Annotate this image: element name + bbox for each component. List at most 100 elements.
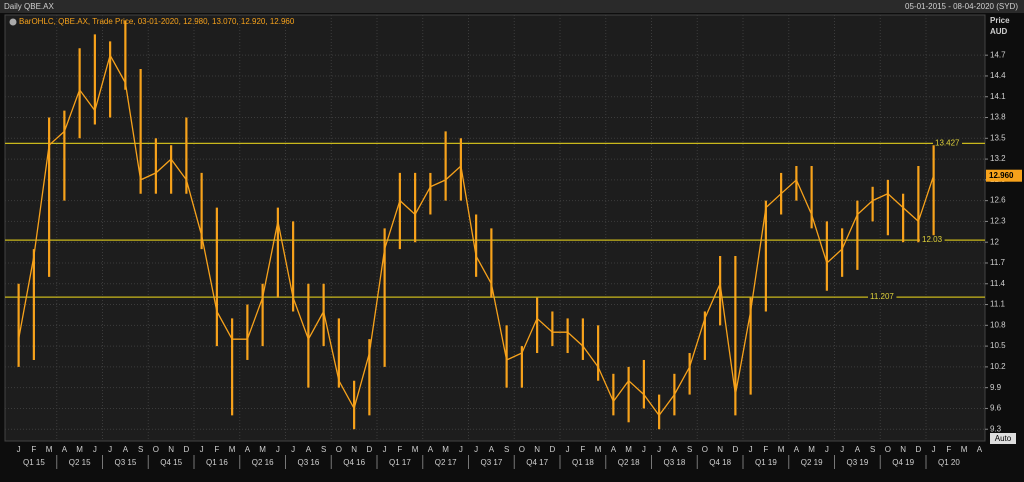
x-tick-label: M xyxy=(625,445,632,454)
price-line xyxy=(17,53,935,417)
x-tick-label: J xyxy=(932,445,936,454)
x-tick-label: J xyxy=(459,445,463,454)
x-tick-label: D xyxy=(366,445,372,454)
quarter-label: Q4 15 xyxy=(160,458,182,467)
header-bar xyxy=(0,0,1024,13)
y-tick-label: 12.6 xyxy=(990,196,1006,205)
x-tick-label: M xyxy=(961,445,968,454)
legend-icon xyxy=(9,18,17,26)
x-tick-label: J xyxy=(93,445,97,454)
quarter-label: Q1 18 xyxy=(572,458,594,467)
x-tick-label: N xyxy=(900,445,906,454)
x-tick-label: J xyxy=(642,445,646,454)
x-tick-label: S xyxy=(138,445,143,454)
x-tick-label: S xyxy=(504,445,509,454)
x-tick-label: M xyxy=(76,445,83,454)
x-tick-label: A xyxy=(855,445,861,454)
x-tick-label: F xyxy=(946,445,951,454)
x-tick-label: O xyxy=(519,445,525,454)
auto-button-label[interactable]: Auto xyxy=(995,434,1012,443)
y-tick-label: 10.5 xyxy=(990,341,1006,350)
x-tick-label: N xyxy=(534,445,540,454)
x-tick-label: A xyxy=(245,445,251,454)
chart-title: Daily QBE.AX xyxy=(4,2,54,11)
x-tick-label: N xyxy=(351,445,357,454)
y-tick-label: 14.4 xyxy=(990,71,1006,80)
y-tick-label: 14.7 xyxy=(990,50,1006,59)
y-tick-label: 9.9 xyxy=(990,383,1002,392)
quarter-label: Q4 19 xyxy=(892,458,914,467)
x-tick-label: M xyxy=(778,445,785,454)
x-tick-label: A xyxy=(977,445,983,454)
x-tick-label: J xyxy=(276,445,280,454)
x-tick-label: N xyxy=(168,445,174,454)
last-price-label: 12.960 xyxy=(989,171,1014,180)
plot-layer: 13.427 12.03 11.207 xyxy=(5,15,985,441)
legend-label: BarOHLC, QBE.AX, Trade Price, 03-01-2020… xyxy=(19,17,295,26)
auto-button[interactable]: Auto xyxy=(990,433,1016,444)
y-tick-label: 12.3 xyxy=(990,217,1006,226)
x-tick-label: J xyxy=(840,445,844,454)
quarter-label: Q4 18 xyxy=(709,458,731,467)
quarter-label: Q2 15 xyxy=(69,458,91,467)
x-tick-label: J xyxy=(825,445,829,454)
y-tick-label: 13.5 xyxy=(990,133,1006,142)
quarter-label: Q1 16 xyxy=(206,458,228,467)
y-axis-title: Price xyxy=(990,16,1010,25)
x-tick-label: S xyxy=(687,445,692,454)
x-tick-label: J xyxy=(200,445,204,454)
x-tick-label: F xyxy=(763,445,768,454)
y-tick-label: 12 xyxy=(990,237,999,246)
x-tick-label: M xyxy=(259,445,266,454)
x-tick-label: O xyxy=(336,445,342,454)
y-tick-label: 13.8 xyxy=(990,113,1006,122)
x-tick-label: F xyxy=(580,445,585,454)
x-tick-label: A xyxy=(489,445,495,454)
x-tick-label: D xyxy=(915,445,921,454)
x-tick-label: S xyxy=(321,445,326,454)
quarter-label: Q2 18 xyxy=(618,458,640,467)
x-tick-label: J xyxy=(108,445,112,454)
date-range: 05-01-2015 - 08-04-2020 (SYD) xyxy=(905,2,1018,11)
quarter-label: Q1 20 xyxy=(938,458,960,467)
reference-label-bg xyxy=(920,235,945,245)
x-tick-label: S xyxy=(870,445,875,454)
auto-button-bg[interactable] xyxy=(990,433,1016,444)
x-tick-label: M xyxy=(412,445,419,454)
reference-label-bg xyxy=(868,292,897,302)
x-tick-label: J xyxy=(291,445,295,454)
last-price-tag xyxy=(986,169,1022,182)
x-tick-label: O xyxy=(885,445,891,454)
x-tick-label: J xyxy=(383,445,387,454)
y-tick-label: 14.1 xyxy=(990,92,1006,101)
y-tick-label: 11.1 xyxy=(990,300,1006,309)
x-tick-label: J xyxy=(17,445,21,454)
x-tick-label: A xyxy=(306,445,312,454)
x-tick-label: A xyxy=(123,445,129,454)
quarter-label: Q3 16 xyxy=(297,458,319,467)
quarter-label: Q3 18 xyxy=(663,458,685,467)
x-tick-label: J xyxy=(657,445,661,454)
x-tick-label: A xyxy=(62,445,68,454)
reference-label: 11.207 xyxy=(870,292,894,301)
quarter-label: Q2 17 xyxy=(435,458,457,467)
x-tick-label: F xyxy=(214,445,219,454)
quarter-label: Q3 17 xyxy=(480,458,502,467)
x-tick-label: M xyxy=(229,445,236,454)
x-tick-label: A xyxy=(611,445,617,454)
y-tick-label: 11.4 xyxy=(990,279,1006,288)
quarter-label: Q3 19 xyxy=(846,458,868,467)
x-tick-label: M xyxy=(46,445,53,454)
x-tick-label: A xyxy=(794,445,800,454)
quarter-label: Q4 17 xyxy=(526,458,548,467)
y-tick-label: 10.8 xyxy=(990,320,1006,329)
x-tick-label: D xyxy=(549,445,555,454)
x-tick-label: M xyxy=(442,445,449,454)
quarter-label: Q1 19 xyxy=(755,458,777,467)
quarter-label: Q2 16 xyxy=(252,458,274,467)
x-tick-label: N xyxy=(717,445,723,454)
quarter-label: Q1 15 xyxy=(23,458,45,467)
x-tick-label: J xyxy=(474,445,478,454)
y-tick-label: 13.2 xyxy=(990,154,1006,163)
